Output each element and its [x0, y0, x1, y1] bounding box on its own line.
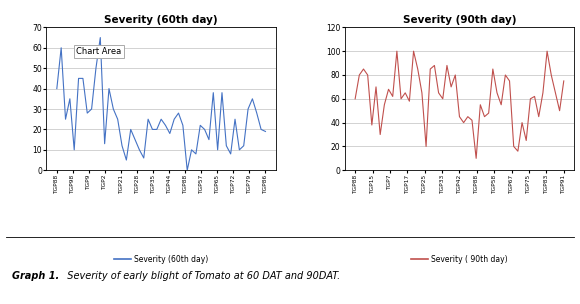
Text: Graph 1.: Graph 1. — [12, 271, 59, 281]
Text: Chart Area: Chart Area — [76, 47, 121, 56]
Title: Severity (60th day): Severity (60th day) — [104, 15, 218, 25]
Title: Severity (90th day): Severity (90th day) — [403, 15, 516, 25]
Text: Severity of early blight of Tomato at 60 DAT and 90DAT.: Severity of early blight of Tomato at 60… — [61, 271, 340, 281]
Legend: Severity ( 90th day): Severity ( 90th day) — [411, 254, 508, 264]
Legend: Severity (60th day): Severity (60th day) — [114, 254, 208, 264]
